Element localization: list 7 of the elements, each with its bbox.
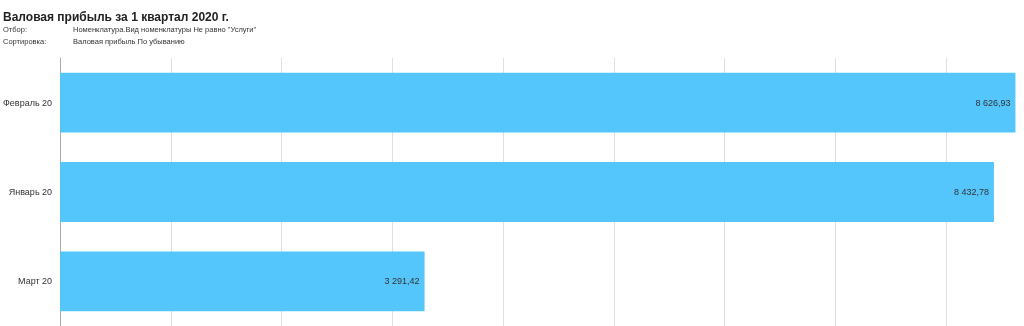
data-label: 8 626,93 <box>975 97 1011 108</box>
data-label: 3 291,42 <box>384 276 420 287</box>
y-tick-label: Январь 20 <box>8 187 53 197</box>
chart-title: Валовая прибыль за 1 квартал 2020 г. <box>3 10 230 24</box>
y-tick-label: Февраль 20 <box>3 97 53 108</box>
y-tick-label: Март 20 <box>18 276 53 287</box>
data-label: 8 432,78 <box>953 187 989 197</box>
